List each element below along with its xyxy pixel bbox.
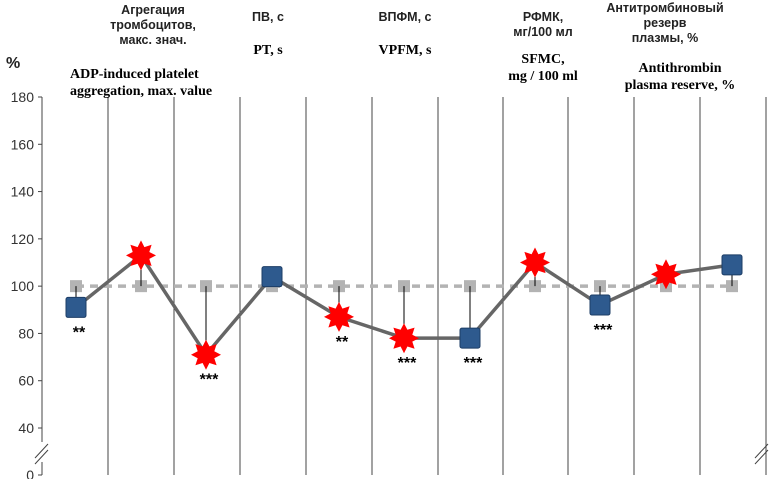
y-tick-label: 0: [26, 467, 34, 479]
data-point-star: [191, 339, 221, 370]
y-tick-label: 140: [11, 184, 35, 200]
header-ru-aggregation: Агрегация тромбоцитов, макс. знач.: [78, 3, 228, 48]
header-line: плазмы, %: [631, 31, 699, 45]
header-line: Агрегация: [121, 3, 185, 17]
data-point-square: [65, 296, 87, 318]
header-en-aggregation: ADP-induced platelet aggregation, max. v…: [70, 66, 250, 100]
header-line: mg / 100 ml: [508, 69, 578, 84]
header-line: Антитромбиновый: [606, 1, 724, 15]
axis-break-mark: [34, 449, 49, 465]
data-point-star: [651, 259, 681, 290]
y-tick-label: 160: [11, 136, 35, 152]
header-line: ВПФМ, с: [378, 10, 432, 24]
header-line: макс. знач.: [119, 33, 187, 47]
significance-label: **: [336, 334, 349, 351]
significance-label: ***: [398, 355, 417, 372]
main-series: [65, 240, 743, 370]
data-point-square: [261, 266, 283, 288]
header-ru-antithrombin: Антитромбиновый резерв плазмы, %: [590, 1, 740, 46]
header-line: SFMC,: [521, 52, 565, 67]
y-tick-label: 60: [18, 373, 34, 389]
y-tick-label: 120: [11, 231, 35, 247]
header-en-antithrombin: Antithrombin plasma reserve, %: [600, 60, 760, 94]
header-line: тромбоцитов,: [110, 18, 196, 32]
header-line: aggregation, max. value: [70, 84, 213, 99]
header-en-vpfm: VPFM, s: [355, 42, 455, 59]
header-line: ПВ, с: [252, 10, 284, 24]
header-line: VPFM, s: [378, 43, 432, 58]
header-line: ADP-induced platelet: [70, 67, 199, 82]
header-line: мг/100 мл: [513, 25, 573, 39]
axis-break-mark: [754, 443, 769, 459]
y-tick-label: 180: [11, 89, 35, 105]
significance-label: **: [73, 324, 86, 341]
data-point-star: [520, 247, 550, 278]
header-line: PT, s: [253, 43, 283, 58]
header-ru-sfmc: РФМК, мг/100 мл: [488, 10, 598, 40]
header-ru-vpfm: ВПФМ, с: [355, 10, 455, 25]
header-ru-pt: ПВ, с: [228, 10, 308, 25]
significance-label: ***: [200, 372, 219, 389]
y-tick-label: 40: [18, 420, 34, 436]
data-point-square: [589, 294, 611, 316]
header-en-pt: PT, s: [228, 42, 308, 59]
y-tick-label: 80: [18, 325, 34, 341]
data-point-square: [721, 254, 743, 276]
data-point-square: [459, 327, 481, 349]
header-line: РФМК,: [522, 10, 564, 24]
significance-labels: ********** ******: [73, 322, 613, 389]
y-unit-label: %: [6, 55, 20, 72]
axis-break-mark: [34, 443, 49, 459]
y-tick-labels: 0 40 60 80 100 120 140 160 180: [11, 89, 42, 479]
data-point-star: [126, 240, 156, 271]
header-line: резерв: [643, 16, 687, 30]
data-point-star: [389, 323, 419, 354]
data-point-star: [324, 301, 354, 332]
axis-break-mark: [754, 449, 769, 465]
header-line: Antithrombin: [638, 61, 722, 76]
significance-label: ***: [594, 322, 613, 339]
y-axis: [34, 97, 769, 475]
significance-label: ***: [464, 355, 483, 372]
header-en-sfmc: SFMC, mg / 100 ml: [488, 51, 598, 85]
header-line: plasma reserve, %: [624, 78, 736, 93]
y-tick-label: 100: [11, 278, 35, 294]
